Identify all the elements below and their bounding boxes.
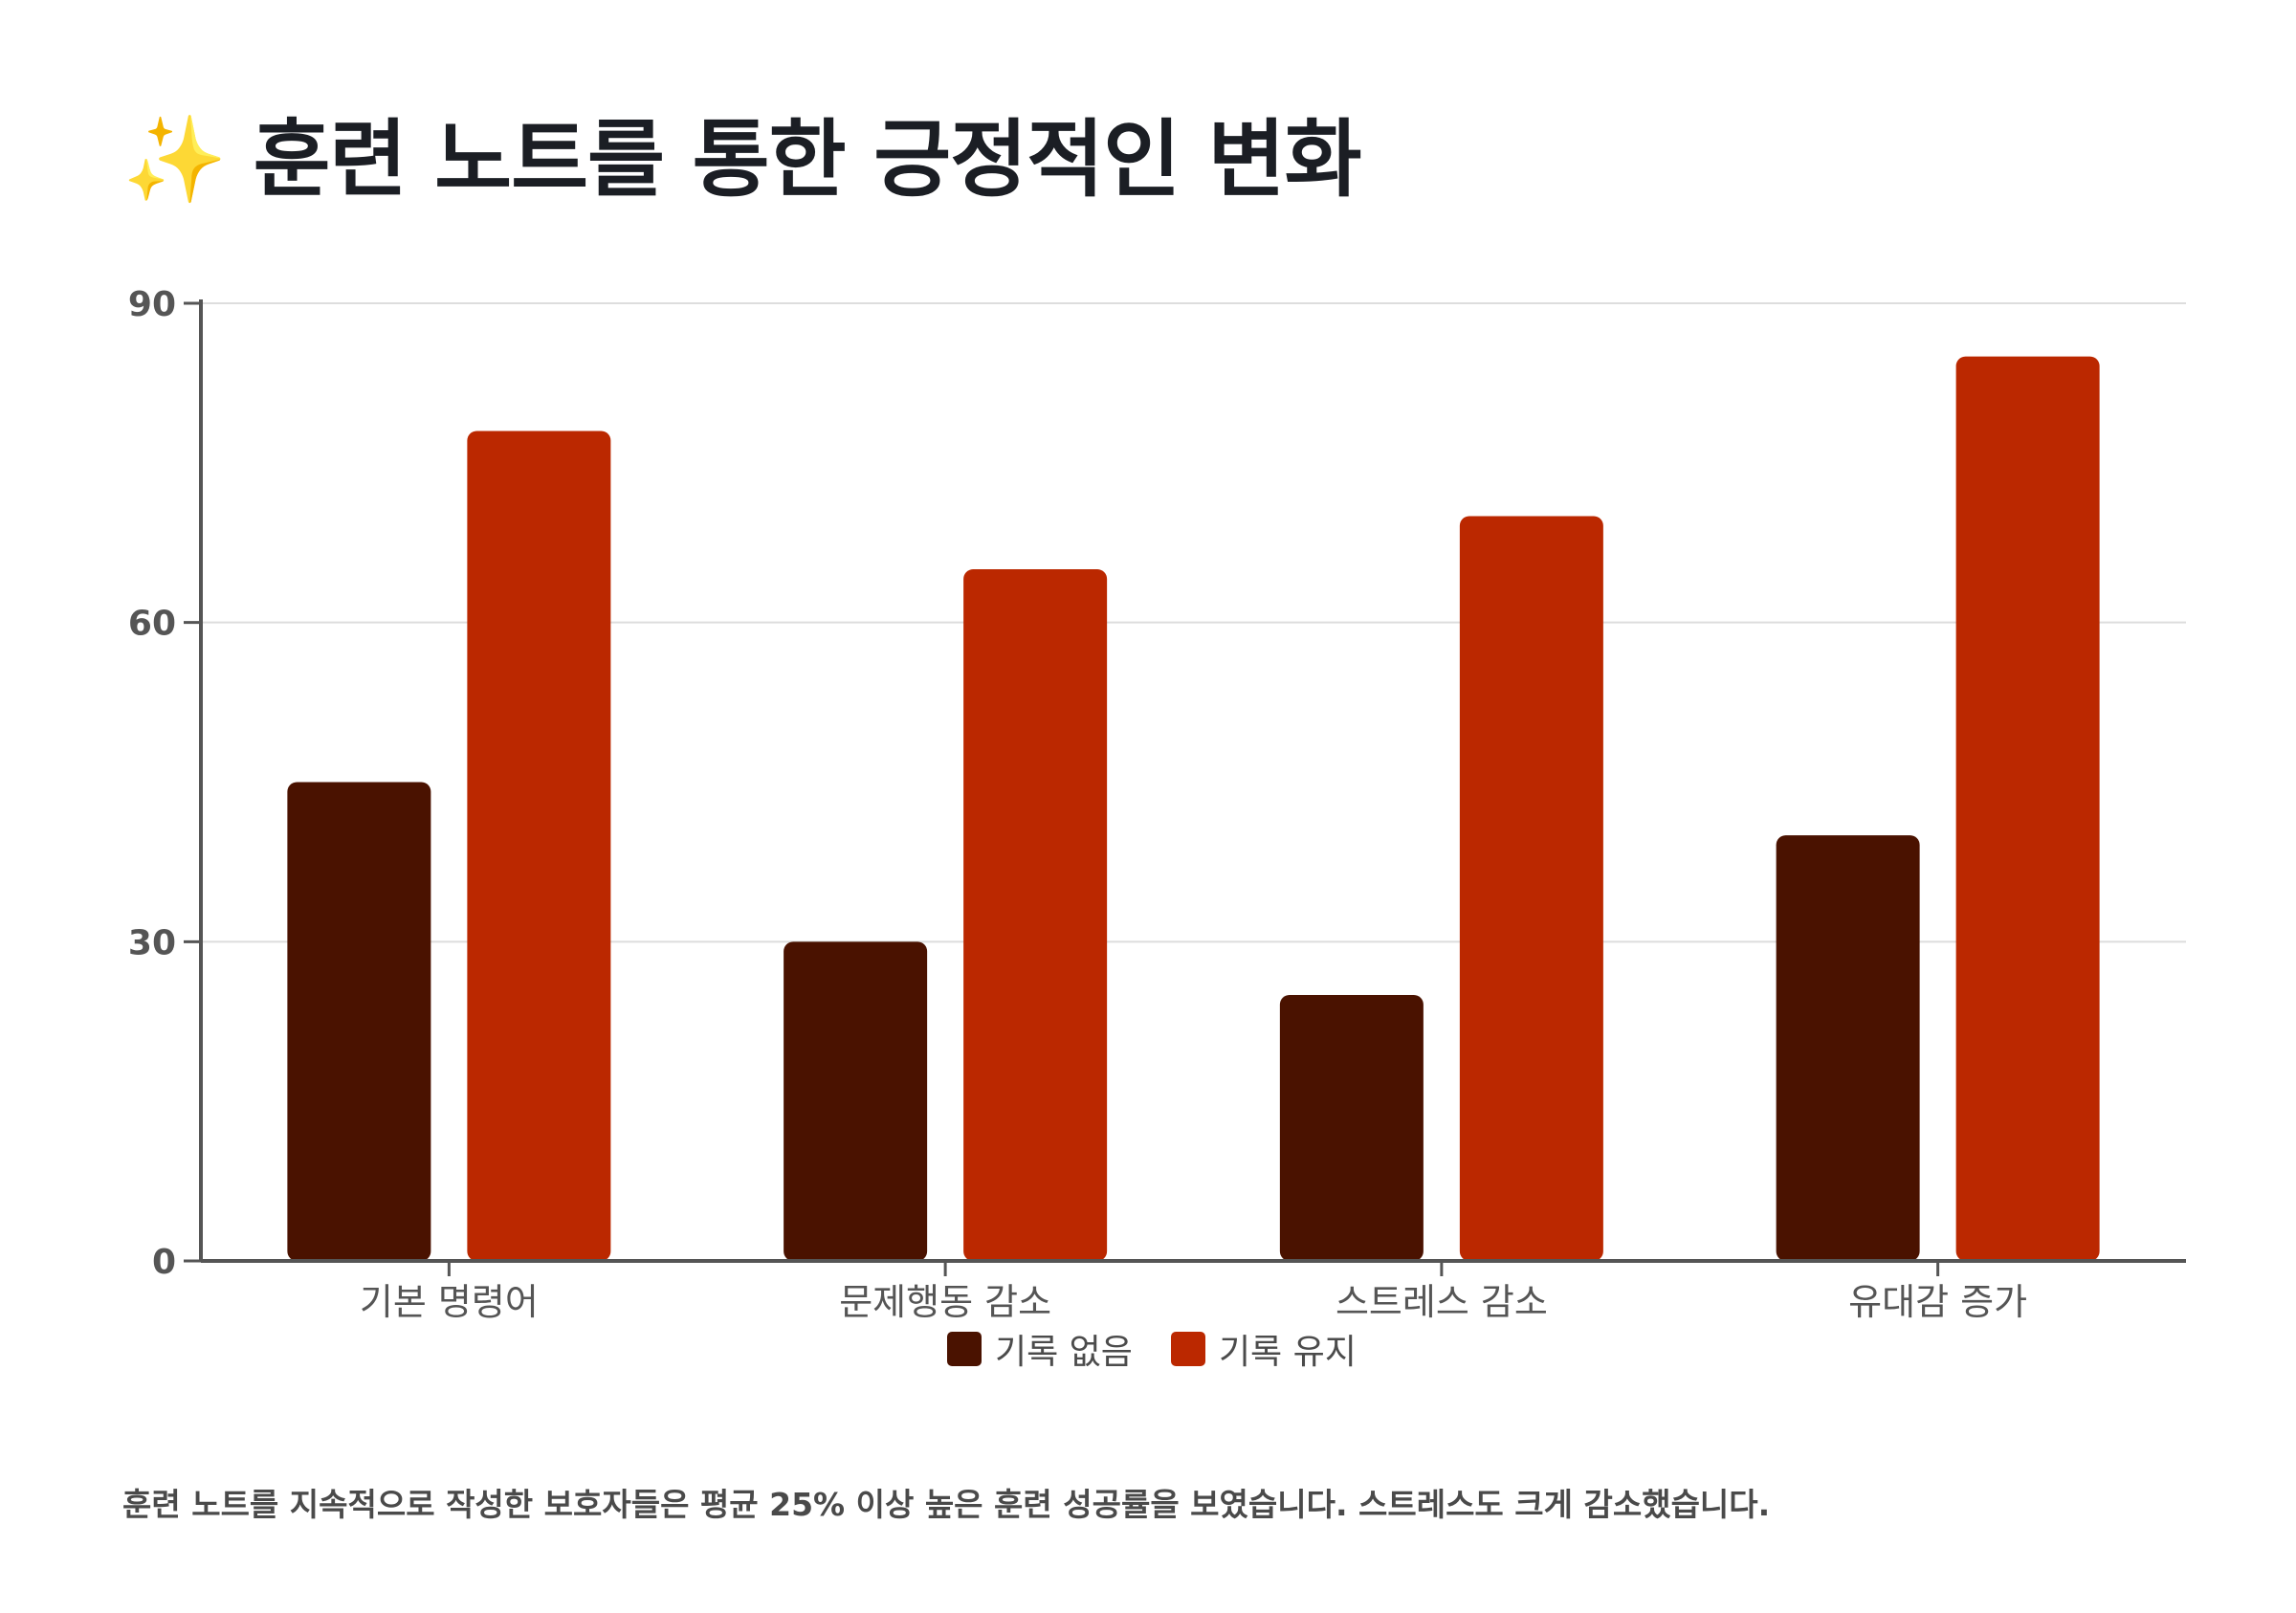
y-tick-label: 30 [128, 923, 176, 962]
legend-item-record-kept[interactable]: 기록 유지 [1170, 1324, 1357, 1374]
y-tick-label: 0 [152, 1243, 176, 1282]
x-tick-label: 문제행동 감소 [839, 1281, 1051, 1323]
x-tick-label: 기본 명령어 [360, 1281, 539, 1323]
chart-title-text: 훈련 노트를 통한 긍정적인 변화 [253, 110, 1362, 209]
bar-no-record[interactable] [287, 782, 431, 1262]
legend-label-no-record: 기록 없음 [995, 1333, 1133, 1372]
chart-title: ✨ 훈련 노트를 통한 긍정적인 변화 [122, 92, 1362, 213]
x-tick-label: 유대감 증가 [1848, 1281, 2027, 1323]
legend-swatch-no-record [947, 1332, 982, 1366]
y-tick-label: 60 [128, 605, 176, 644]
legend-label-record-kept: 기록 유지 [1218, 1333, 1357, 1372]
sparkles-icon: ✨ [122, 110, 228, 209]
chart-legend: 기록 없음 기록 유지 [947, 1324, 1357, 1374]
bar-record-kept[interactable] [1955, 356, 2100, 1262]
bar-no-record[interactable] [784, 941, 928, 1261]
bar-chart: 0 30 60 90 기본 명령어 문제행동 감소 스트레스 감소 유대감 증가 [128, 285, 2186, 1323]
bar-record-kept[interactable] [963, 569, 1108, 1261]
bar-record-kept[interactable] [467, 431, 611, 1261]
bar-no-record[interactable] [1279, 994, 1424, 1261]
legend-item-no-record[interactable]: 기록 없음 [947, 1324, 1133, 1374]
bar-record-kept[interactable] [1459, 516, 1603, 1261]
y-tick-label: 90 [128, 285, 176, 324]
bar-no-record[interactable] [1776, 835, 1920, 1261]
legend-swatch-record-kept [1170, 1332, 1205, 1366]
footnote: 훈련 노트를 지속적으로 작성한 보호자들은 평균 25% 이상 높은 훈련 성… [122, 1486, 1771, 1523]
x-tick-label: 스트레스 감소 [1336, 1281, 1548, 1323]
